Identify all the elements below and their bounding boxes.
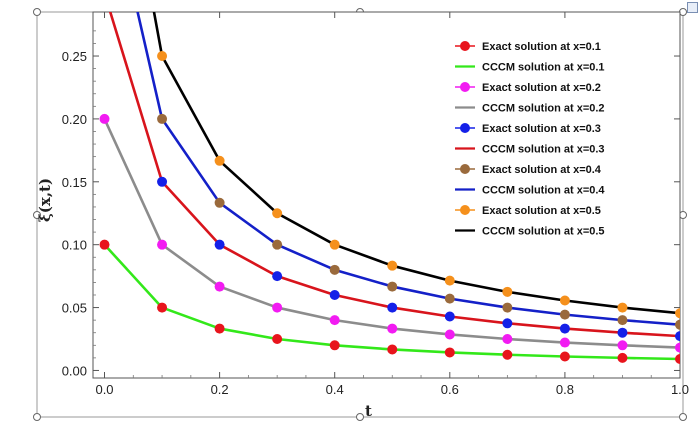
data-point xyxy=(387,302,398,313)
data-point xyxy=(502,318,513,329)
y-tick-label: 0.05 xyxy=(62,301,87,316)
legend-label: Exact solution at x=0.3 xyxy=(482,123,601,135)
data-point xyxy=(444,347,455,358)
data-point xyxy=(675,308,680,319)
data-point xyxy=(617,302,628,313)
data-point xyxy=(444,311,455,322)
data-point xyxy=(617,315,628,326)
legend-label: Exact solution at x=0.4 xyxy=(482,164,602,176)
x-tick-label: 0.4 xyxy=(326,382,344,397)
legend-label: Exact solution at x=0.5 xyxy=(482,205,601,217)
legend: Exact solution at x=0.1 CCCM solution at … xyxy=(455,41,605,238)
data-point xyxy=(214,323,225,334)
data-point xyxy=(502,334,513,345)
legend-label: CCCM solution at x=0.4 xyxy=(482,185,605,197)
data-point xyxy=(675,342,680,353)
series-layer xyxy=(99,12,680,365)
y-axis-label: ξ(x,t) xyxy=(36,178,54,222)
data-point xyxy=(214,281,225,292)
data-point xyxy=(559,323,570,334)
resize-handle xyxy=(33,211,41,219)
legend-label: CCCM solution at x=0.2 xyxy=(482,103,605,115)
x-tick-label: 1.0 xyxy=(671,382,689,397)
data-point xyxy=(502,286,513,297)
resize-handle xyxy=(356,413,364,421)
data-point xyxy=(272,334,283,345)
expand-icon[interactable] xyxy=(687,2,698,13)
data-point xyxy=(157,51,168,62)
resize-handle xyxy=(33,413,41,421)
data-point xyxy=(675,354,680,365)
legend-swatch-marker xyxy=(460,164,470,174)
resize-handle xyxy=(679,8,687,16)
legend-swatch-marker xyxy=(460,82,470,92)
legend-label: CCCM solution at x=0.5 xyxy=(482,226,605,238)
x-axis-label: t xyxy=(365,402,372,420)
y-tick-label: 0.10 xyxy=(62,238,87,253)
resize-handle xyxy=(679,211,687,219)
data-point xyxy=(387,344,398,355)
x-tick-label: 0.8 xyxy=(556,382,574,397)
data-point xyxy=(214,239,225,250)
data-point xyxy=(387,260,398,271)
data-point xyxy=(157,176,168,187)
data-point xyxy=(617,340,628,351)
data-point xyxy=(272,271,283,282)
data-point xyxy=(272,208,283,219)
axes: 0.0 0.2 0.4 0.6 0.8 1.0 0.00 0.05 0.10 0.15 0.20 0.… xyxy=(36,12,689,420)
data-point xyxy=(444,293,455,304)
data-point xyxy=(329,340,340,351)
data-point xyxy=(329,239,340,250)
x-tick-label: 0.2 xyxy=(211,382,229,397)
data-point xyxy=(214,197,225,208)
x-tick-label: 0.0 xyxy=(95,382,113,397)
data-point xyxy=(272,302,283,313)
series-clip-group xyxy=(99,12,680,365)
data-point xyxy=(559,351,570,362)
data-point xyxy=(675,319,680,330)
data-point xyxy=(559,295,570,306)
data-point xyxy=(444,275,455,286)
legend-label: Exact solution at x=0.1 xyxy=(482,41,601,53)
data-point xyxy=(617,327,628,338)
data-point xyxy=(329,264,340,275)
y-tick-label: 0.00 xyxy=(62,363,87,378)
data-point xyxy=(99,239,110,250)
data-point xyxy=(214,155,225,166)
data-point xyxy=(157,239,168,250)
data-point xyxy=(559,337,570,348)
data-point xyxy=(157,113,168,124)
legend-label: CCCM solution at x=0.1 xyxy=(482,62,605,74)
data-point xyxy=(329,289,340,300)
data-point xyxy=(387,281,398,292)
y-tick-label: 0.15 xyxy=(62,175,87,190)
data-point xyxy=(502,302,513,313)
legend-label: Exact solution at x=0.2 xyxy=(482,82,601,94)
data-point xyxy=(444,329,455,340)
y-tick-label: 0.20 xyxy=(62,112,87,127)
legend-swatch-marker xyxy=(460,205,470,215)
y-tick-label: 0.25 xyxy=(62,49,87,64)
data-point xyxy=(329,315,340,326)
data-point xyxy=(559,309,570,320)
data-point xyxy=(617,352,628,363)
data-point xyxy=(157,302,168,313)
resize-handle xyxy=(33,8,41,16)
data-point xyxy=(387,323,398,334)
legend-swatch-marker xyxy=(460,41,470,51)
legend-label: CCCM solution at x=0.3 xyxy=(482,144,605,156)
resize-handle xyxy=(679,413,687,421)
data-point xyxy=(675,331,680,342)
data-point xyxy=(502,349,513,360)
legend-swatch-marker xyxy=(460,123,470,133)
data-point xyxy=(272,239,283,250)
data-point xyxy=(99,113,110,124)
x-tick-label: 0.6 xyxy=(441,382,459,397)
